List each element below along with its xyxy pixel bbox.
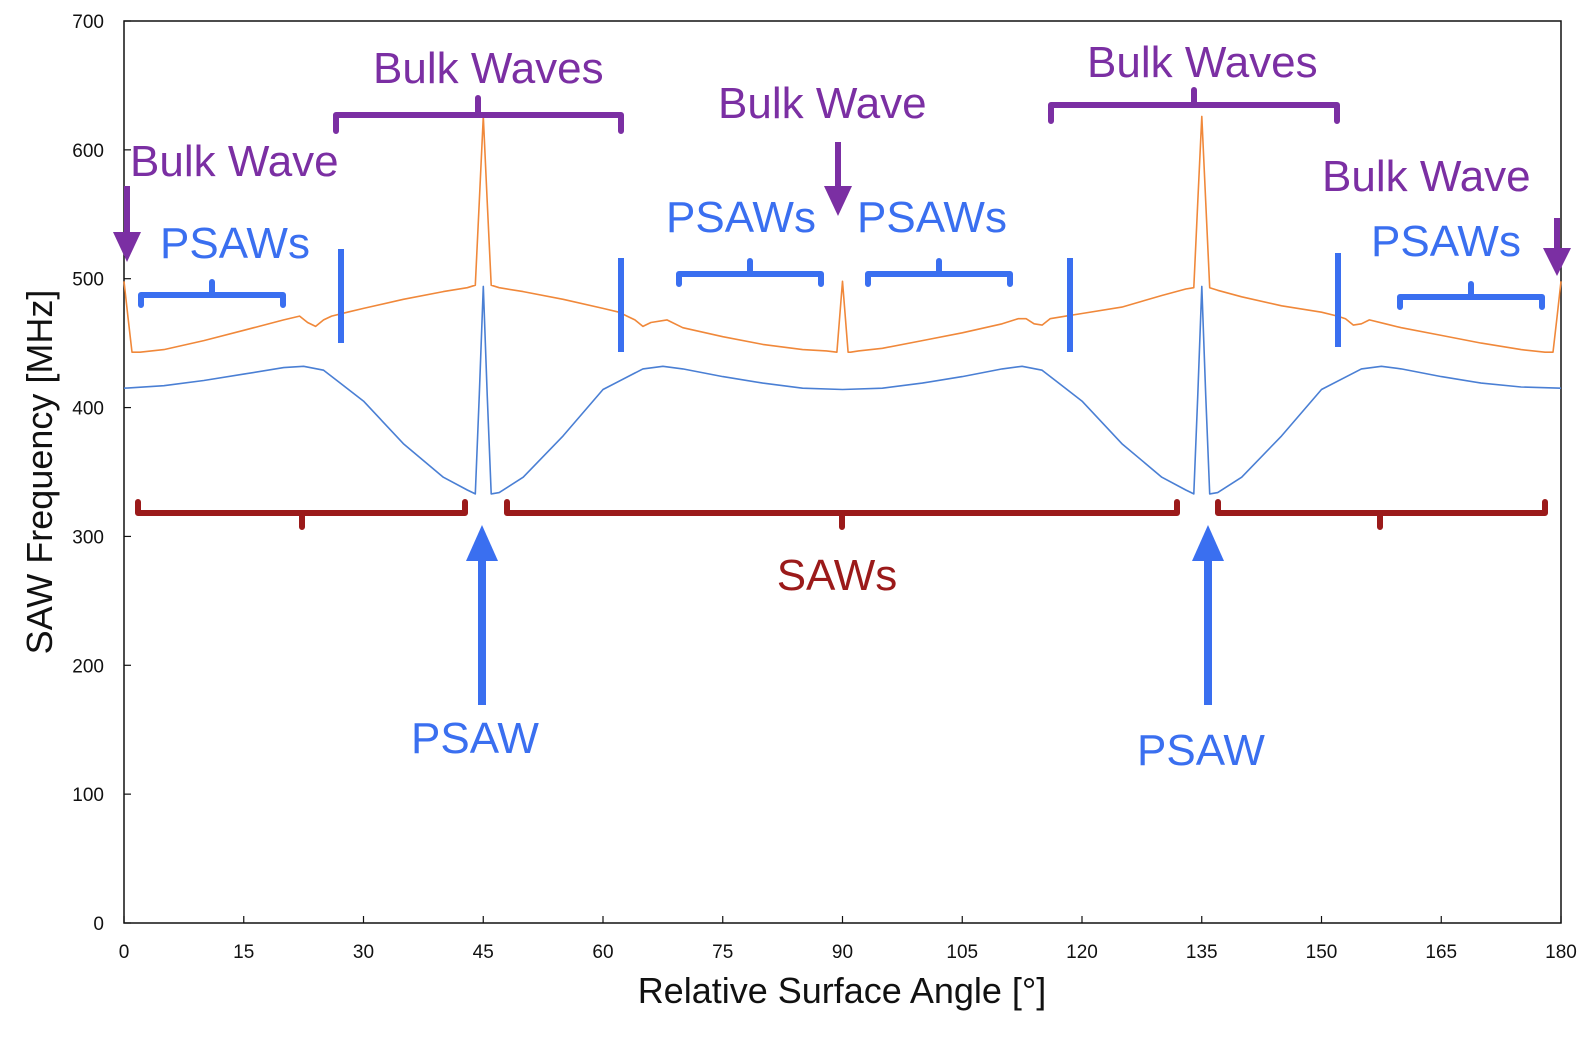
x-tick-label: 150 xyxy=(1306,942,1338,963)
annotation-bulk-waves-center-left: Bulk Waves xyxy=(373,44,604,93)
x-tick-label: 30 xyxy=(353,942,374,963)
bracket-psaws-2 xyxy=(676,258,824,287)
arrow-psaw-right-head xyxy=(1192,525,1224,561)
bracket-saws-3 xyxy=(1215,499,1548,530)
x-tick-label: 165 xyxy=(1425,942,1457,963)
annotation-psaws-2: PSAWs xyxy=(666,193,816,242)
y-tick-label: 400 xyxy=(72,399,104,420)
y-axis: 0 100 200 300 400 500 600 700 xyxy=(72,12,131,935)
x-axis-title: Relative Surface Angle [°] xyxy=(638,970,1047,1011)
x-tick-label: 120 xyxy=(1066,942,1098,963)
x-tick-label: 105 xyxy=(946,942,978,963)
y-axis-title: SAW Frequency [MHz] xyxy=(19,290,60,655)
arrow-bulk-wave-left-head xyxy=(113,232,141,262)
annotation-bulk-wave-center: Bulk Wave xyxy=(718,79,927,128)
series-line-2 xyxy=(123,285,1562,495)
y-tick-label: 700 xyxy=(72,12,104,33)
annotation-psaws-3: PSAWs xyxy=(857,193,1007,242)
annotations: Bulk Wave Bulk Waves Bulk Wave Bulk Wave… xyxy=(113,38,1571,775)
annotation-psaws-1: PSAWs xyxy=(160,219,310,268)
bracket-bulk-waves-center-left xyxy=(333,95,624,134)
y-tick-label: 600 xyxy=(72,141,104,162)
x-tick-label: 0 xyxy=(119,942,130,963)
y-tick-label: 0 xyxy=(93,914,104,935)
x-tick-label: 45 xyxy=(473,942,494,963)
bracket-psaws-3 xyxy=(865,258,1013,287)
bracket-psaws-1 xyxy=(138,279,286,308)
arrow-psaw-left-head xyxy=(466,525,498,561)
annotation-psaws-4: PSAWs xyxy=(1371,217,1521,266)
x-tick-label: 135 xyxy=(1186,942,1218,963)
bracket-saws-1 xyxy=(135,499,468,530)
series-layer xyxy=(123,115,1562,495)
arrow-bulk-wave-center-head xyxy=(824,186,852,216)
annotation-saws: SAWs xyxy=(777,551,898,600)
annotation-bulk-wave-right: Bulk Wave xyxy=(1322,152,1531,201)
y-tick-label: 200 xyxy=(72,656,104,677)
x-tick-label: 75 xyxy=(712,942,733,963)
bracket-saws-2 xyxy=(504,499,1180,530)
x-tick-label: 180 xyxy=(1545,942,1577,963)
series-line-1 xyxy=(123,115,1562,353)
x-tick-label: 90 xyxy=(832,942,853,963)
y-tick-label: 300 xyxy=(72,527,104,548)
bracket-bulk-waves-center-right xyxy=(1048,87,1340,124)
x-axis: 0 15 30 45 60 75 90 105 120 135 150 165 180 xyxy=(119,916,1577,963)
y-tick-label: 100 xyxy=(72,785,104,806)
annotation-bulk-waves-center-right: Bulk Waves xyxy=(1087,38,1318,87)
annotation-bulk-wave-left: Bulk Wave xyxy=(130,137,339,186)
annotation-psaw-right: PSAW xyxy=(1137,726,1265,775)
y-tick-label: 500 xyxy=(72,270,104,291)
bracket-psaws-4 xyxy=(1397,281,1545,310)
x-tick-label: 15 xyxy=(233,942,254,963)
annotation-psaw-left: PSAW xyxy=(411,714,539,763)
x-tick-label: 60 xyxy=(592,942,613,963)
arrow-bulk-wave-right-head xyxy=(1543,248,1571,276)
